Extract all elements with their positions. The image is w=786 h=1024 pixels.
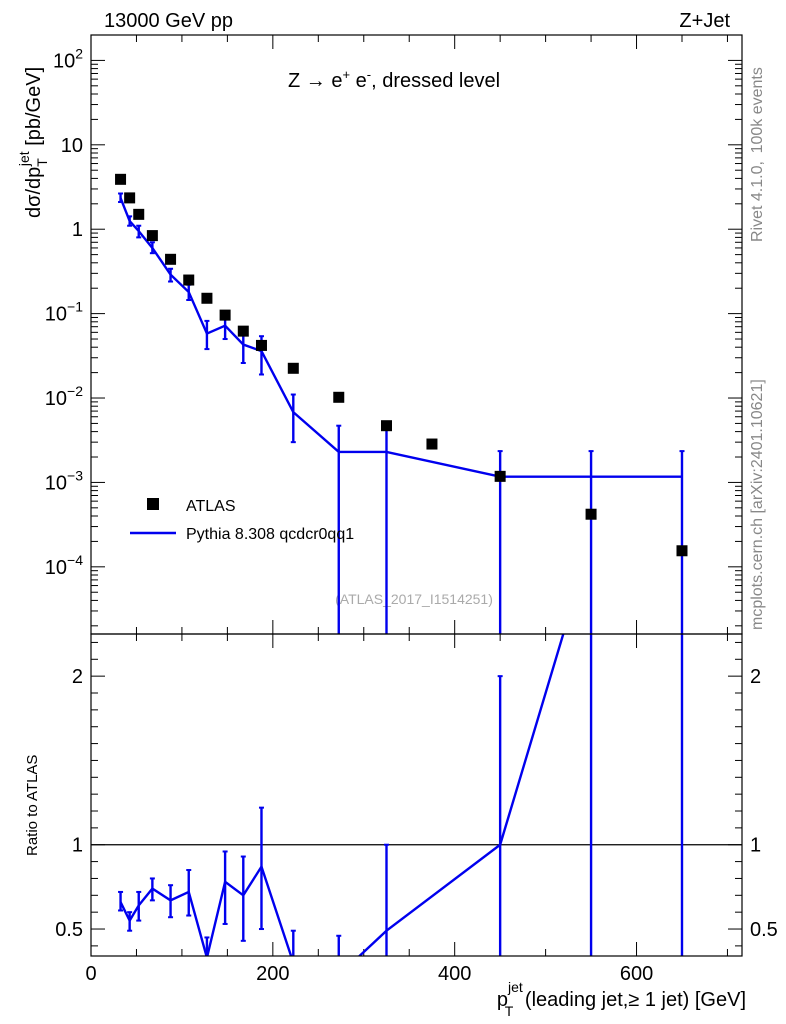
atlas-data-point [255,339,267,351]
atlas-data-point [165,253,177,265]
channel-tail: , dressed level [371,70,500,92]
main-frame [90,34,743,635]
y-tick-label-base: 10 [45,472,67,494]
main-y-axis-label: dσ/dpTjet [pb/GeV] [16,67,50,218]
y-tick-label-base: 10 [53,50,75,72]
atlas-data-point [380,420,392,432]
atlas-data-point [333,391,345,403]
y-tick-label-exponent: −4 [67,552,83,568]
mc-series-main [118,192,685,634]
atlas-data-point [426,438,438,450]
y-tick-label: 10−1 [45,299,83,326]
y-label-sub: T [34,158,50,167]
y-label-sup: jet [16,151,32,167]
channel-sup1: + [342,67,350,82]
legend-data-marker [147,498,159,510]
channel-main: Z → e [288,70,342,92]
ratio-tick-label-left: 1 [72,835,83,857]
y-label-main: dσ/dp [23,167,45,218]
channel-sup2: - [367,67,371,82]
channel-label: Z → e+ e-, dressed level [288,67,500,92]
ratio-series [118,634,684,956]
ratio-tick-label-right: 0.5 [750,919,778,941]
analysis-label: (ATLAS_2017_I1514251) [335,591,493,607]
beam-label: 13000 GeV pp [104,10,233,32]
x-label-sub: T [505,1003,514,1019]
mc-line [119,197,682,478]
x-label-rest: (leading jet,≥ 1 jet) [GeV] [519,989,746,1011]
atlas-data-point [676,545,688,557]
legend-mc-label: Pythia 8.308 qcdcr0qq1 [186,526,354,543]
channel-mid: e [350,70,367,92]
process-label: Z+Jet [679,10,730,32]
y-tick-label-exponent: −1 [67,299,83,315]
y-tick-label: 102 [53,45,83,72]
ratio-line [119,634,565,956]
legend-data-label: ATLAS [186,498,236,515]
atlas-data-point [124,192,136,204]
atlas-data-point [183,274,195,286]
atlas-data-point [219,309,231,321]
ratio-axis-ticks: 0.5 0.5 1 1 2 2 [55,641,778,947]
y-tick-label-base: 10 [45,388,67,410]
x-label-p: p [497,989,508,1011]
y-tick-label-base: 10 [45,304,67,326]
x-tick-label: 400 [438,963,471,985]
atlas-data-point [146,230,158,242]
ratio-tick-label-left: 2 [72,666,83,688]
y-tick-label: 10−3 [45,467,83,494]
data-series-main [115,173,688,557]
y-tick-label-base: 1 [72,219,83,241]
ratio-tick-label-right: 2 [750,666,761,688]
mcplots-label: mcplots.cern.ch [arXiv:2401.10621] [749,379,766,630]
y-tick-label: 10−2 [45,383,83,410]
ratio-y-axis-label: Ratio to ATLAS [24,755,41,856]
y-tick-label: 10 [61,135,83,157]
atlas-data-point [201,292,213,304]
legend: ATLAS Pythia 8.308 qcdcr0qq1 [130,498,354,543]
ratio-tick-label-right: 1 [750,835,761,857]
y-tick-label-base: 10 [61,135,83,157]
x-tick-label: 0 [85,963,96,985]
x-label-sup: jet [507,979,523,995]
atlas-data-point [585,508,597,520]
y-tick-label: 10−4 [45,552,83,579]
ratio-tick-label-left: 0.5 [55,919,83,941]
atlas-data-point [287,362,299,374]
x-axis-ticks: 0 200 400 600 [85,35,728,985]
atlas-data-point [133,208,145,220]
rivet-label: Rivet 4.1.0, 100k events [749,67,766,242]
y-tick-label: 1 [72,219,83,241]
y-tick-label-exponent: −2 [67,383,83,399]
y-tick-label-exponent: 2 [75,45,83,61]
y-label-unit: [pb/GeV] [23,67,45,152]
x-tick-label: 600 [620,963,653,985]
x-tick-label: 200 [256,963,289,985]
ratio-frame [90,633,743,957]
atlas-data-point [494,470,506,482]
y-tick-label-exponent: −3 [67,467,83,483]
atlas-data-point [237,325,249,337]
x-axis-label: pjet T (leading jet,≥ 1 jet) [GeV] [497,979,746,1019]
atlas-data-point [115,173,127,185]
y-tick-label-base: 10 [45,557,67,579]
